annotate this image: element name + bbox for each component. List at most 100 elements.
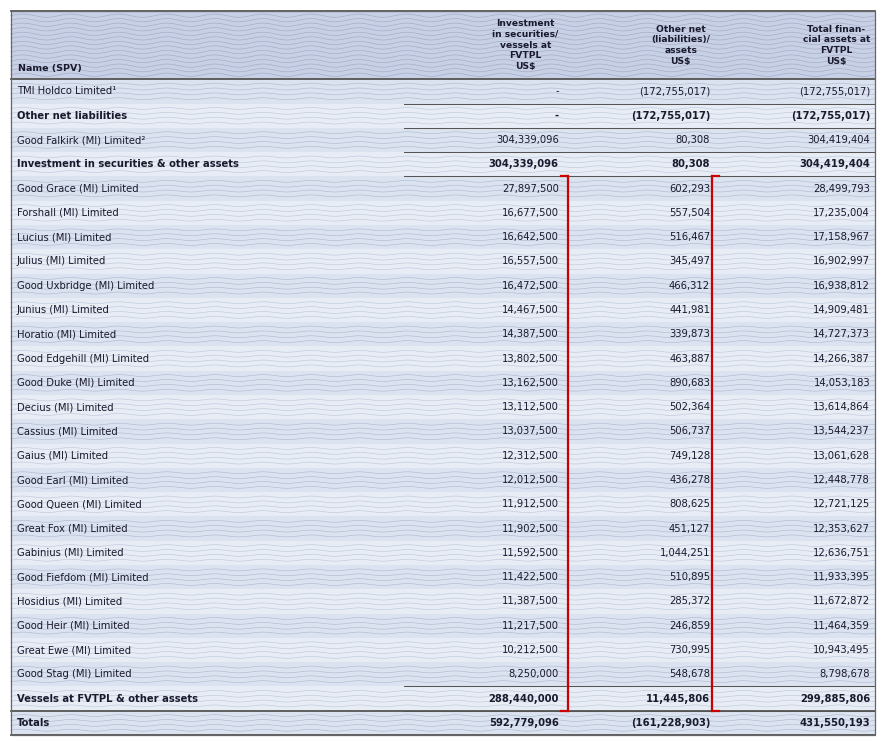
- Text: 431,550,193: 431,550,193: [799, 718, 870, 728]
- Text: 13,037,500: 13,037,500: [502, 427, 559, 436]
- Text: Cassius (MI) Limited: Cassius (MI) Limited: [17, 427, 118, 436]
- Text: Decius (MI) Limited: Decius (MI) Limited: [17, 402, 113, 412]
- Text: 12,312,500: 12,312,500: [501, 451, 559, 461]
- Bar: [11, 79, 875, 104]
- Text: 246,859: 246,859: [669, 621, 710, 631]
- Bar: [11, 711, 875, 735]
- Text: (172,755,017): (172,755,017): [790, 110, 870, 121]
- Bar: [11, 104, 875, 128]
- Text: 14,266,387: 14,266,387: [813, 353, 870, 364]
- Text: 11,592,500: 11,592,500: [501, 548, 559, 558]
- Text: 13,614,864: 13,614,864: [813, 402, 870, 412]
- Text: Other net liabilities: Other net liabilities: [17, 110, 127, 121]
- Bar: [11, 662, 875, 686]
- Text: Name (SPV): Name (SPV): [18, 64, 82, 73]
- Text: Investment
in securities/
vessels at
FVTPL
US$: Investment in securities/ vessels at FVT…: [493, 19, 559, 71]
- Text: 8,250,000: 8,250,000: [509, 669, 559, 679]
- Bar: [11, 638, 875, 662]
- Text: 13,802,500: 13,802,500: [502, 353, 559, 364]
- Text: 16,642,500: 16,642,500: [501, 232, 559, 242]
- Text: 441,981: 441,981: [669, 305, 710, 315]
- Text: 17,158,967: 17,158,967: [813, 232, 870, 242]
- Text: 299,885,806: 299,885,806: [800, 694, 870, 704]
- Text: Forshall (MI) Limited: Forshall (MI) Limited: [17, 208, 119, 218]
- Text: Good Earl (MI) Limited: Good Earl (MI) Limited: [17, 475, 128, 485]
- Text: 10,943,495: 10,943,495: [813, 645, 870, 655]
- Bar: [11, 11, 875, 79]
- Text: (172,755,017): (172,755,017): [639, 87, 710, 96]
- Text: Good Falkirk (MI) Limited²: Good Falkirk (MI) Limited²: [17, 135, 145, 145]
- Text: 11,933,395: 11,933,395: [813, 572, 870, 582]
- Text: -: -: [556, 87, 559, 96]
- Text: Totals: Totals: [17, 718, 51, 728]
- Bar: [11, 225, 875, 249]
- Text: 304,419,404: 304,419,404: [799, 159, 870, 169]
- Text: 510,895: 510,895: [669, 572, 710, 582]
- Text: Good Edgehill (MI) Limited: Good Edgehill (MI) Limited: [17, 353, 149, 364]
- Text: 516,467: 516,467: [669, 232, 710, 242]
- Text: 16,902,997: 16,902,997: [813, 256, 870, 267]
- Text: 890,683: 890,683: [669, 378, 710, 388]
- Bar: [11, 273, 875, 298]
- Text: -: -: [555, 110, 559, 121]
- Text: 16,938,812: 16,938,812: [813, 281, 870, 290]
- Text: 304,339,096: 304,339,096: [489, 159, 559, 169]
- Text: 502,364: 502,364: [669, 402, 710, 412]
- Text: 592,779,096: 592,779,096: [489, 718, 559, 728]
- Text: 14,053,183: 14,053,183: [813, 378, 870, 388]
- Text: 451,127: 451,127: [669, 524, 710, 534]
- Text: Gabinius (MI) Limited: Gabinius (MI) Limited: [17, 548, 123, 558]
- Text: 16,472,500: 16,472,500: [501, 281, 559, 290]
- Text: 288,440,000: 288,440,000: [488, 694, 559, 704]
- Text: Good Fiefdom (MI) Limited: Good Fiefdom (MI) Limited: [17, 572, 149, 582]
- Text: Good Queen (MI) Limited: Good Queen (MI) Limited: [17, 499, 142, 509]
- Bar: [11, 347, 875, 370]
- Text: 730,995: 730,995: [669, 645, 710, 655]
- Bar: [11, 468, 875, 492]
- Text: 16,557,500: 16,557,500: [501, 256, 559, 267]
- Bar: [11, 419, 875, 444]
- Text: Julius (MI) Limited: Julius (MI) Limited: [17, 256, 106, 267]
- Text: Gaius (MI) Limited: Gaius (MI) Limited: [17, 451, 108, 461]
- Bar: [11, 541, 875, 565]
- Text: Good Stag (MI) Limited: Good Stag (MI) Limited: [17, 669, 131, 679]
- Text: 16,677,500: 16,677,500: [501, 208, 559, 218]
- Text: 12,721,125: 12,721,125: [812, 499, 870, 509]
- Bar: [11, 176, 875, 201]
- Text: TMI Holdco Limited¹: TMI Holdco Limited¹: [17, 87, 116, 96]
- Text: (172,755,017): (172,755,017): [799, 87, 870, 96]
- Bar: [11, 686, 875, 711]
- Text: 12,636,751: 12,636,751: [813, 548, 870, 558]
- Bar: [11, 152, 875, 176]
- Text: Junius (MI) Limited: Junius (MI) Limited: [17, 305, 110, 315]
- Text: 304,339,096: 304,339,096: [496, 135, 559, 145]
- Text: 13,162,500: 13,162,500: [501, 378, 559, 388]
- Text: 466,312: 466,312: [669, 281, 710, 290]
- Bar: [11, 492, 875, 516]
- Text: Good Uxbridge (MI) Limited: Good Uxbridge (MI) Limited: [17, 281, 154, 290]
- Text: 14,467,500: 14,467,500: [502, 305, 559, 315]
- Text: Horatio (MI) Limited: Horatio (MI) Limited: [17, 329, 116, 339]
- Text: 80,308: 80,308: [676, 135, 710, 145]
- Text: 11,672,872: 11,672,872: [813, 597, 870, 606]
- Text: 12,353,627: 12,353,627: [813, 524, 870, 534]
- Text: 339,873: 339,873: [669, 329, 710, 339]
- Bar: [11, 565, 875, 589]
- Text: Good Heir (MI) Limited: Good Heir (MI) Limited: [17, 621, 129, 631]
- Text: Total finan-
cial assets at
FVTPL
US$: Total finan- cial assets at FVTPL US$: [803, 24, 870, 66]
- Text: 304,419,404: 304,419,404: [807, 135, 870, 145]
- Text: 28,499,793: 28,499,793: [813, 184, 870, 193]
- Text: (161,228,903): (161,228,903): [631, 718, 710, 728]
- Text: Hosidius (MI) Limited: Hosidius (MI) Limited: [17, 597, 122, 606]
- Bar: [11, 395, 875, 419]
- Text: 13,544,237: 13,544,237: [813, 427, 870, 436]
- Bar: [11, 249, 875, 273]
- Text: 80,308: 80,308: [672, 159, 710, 169]
- Text: 14,387,500: 14,387,500: [502, 329, 559, 339]
- Bar: [11, 322, 875, 347]
- Text: 14,727,373: 14,727,373: [813, 329, 870, 339]
- Text: 11,217,500: 11,217,500: [501, 621, 559, 631]
- Text: 11,464,359: 11,464,359: [813, 621, 870, 631]
- Text: Vessels at FVTPL & other assets: Vessels at FVTPL & other assets: [17, 694, 198, 704]
- Text: 12,012,500: 12,012,500: [501, 475, 559, 485]
